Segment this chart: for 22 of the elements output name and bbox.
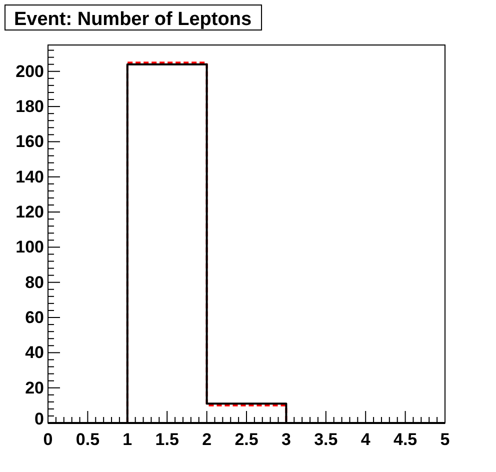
x-tick-label: 5 [440, 430, 450, 450]
x-tick-label: 2.5 [234, 430, 258, 450]
y-tick-label: 200 [16, 62, 44, 81]
x-tick-label: 4.5 [393, 430, 418, 450]
y-tick-label: 80 [25, 272, 44, 292]
y-tick-label: 120 [16, 202, 44, 222]
chart-title: Event: Number of Leptons [14, 9, 252, 30]
x-tick-label: 2 [202, 430, 212, 450]
x-tick-label: 0.5 [76, 430, 100, 450]
y-tick-label: 20 [25, 378, 44, 398]
x-tick-label: 1 [122, 430, 132, 450]
y-tick-label: 0 [34, 410, 44, 429]
y-tick-label: 60 [25, 308, 44, 327]
y-tick-label: 160 [16, 132, 44, 152]
x-tick-label: 4 [360, 430, 371, 450]
y-tick-label: 140 [16, 167, 44, 186]
x-tick-label: 3 [281, 430, 291, 450]
y-tick-label: 40 [25, 343, 44, 362]
y-tick-label: 180 [16, 96, 44, 116]
x-tick-label: 1.5 [155, 430, 179, 450]
x-tick-label: 3.5 [314, 430, 338, 450]
y-tick-label: 100 [16, 238, 44, 257]
